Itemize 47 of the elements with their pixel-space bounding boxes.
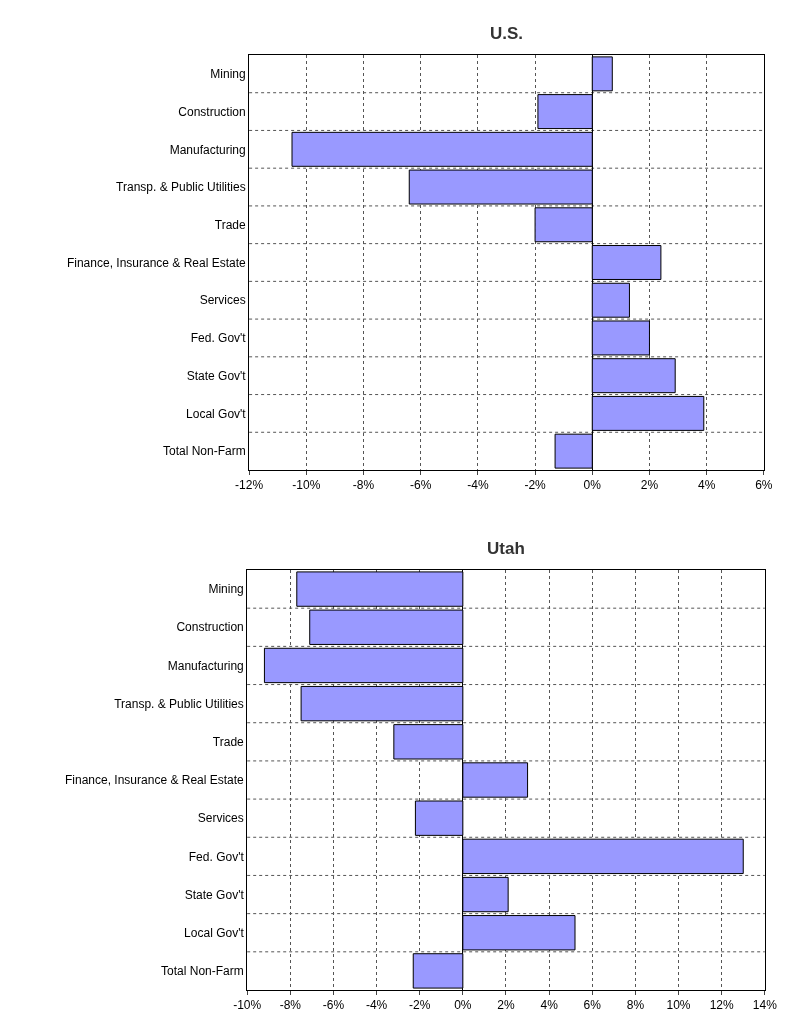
y-tick-label: Construction: [176, 620, 244, 635]
y-tick-label: Trade: [214, 217, 247, 232]
y-tick-label: Manufacturing: [169, 142, 246, 157]
y-tick-label: Finance, Insurance & Real Estate: [66, 255, 247, 270]
x-tick-label: -2%: [524, 478, 547, 493]
x-tick-label: 0%: [454, 998, 472, 1012]
y-tick-label: Local Gov't: [186, 406, 247, 421]
x-tick-label: -10%: [233, 998, 262, 1012]
x-tick-label: 6%: [583, 998, 602, 1012]
x-tick-label: 4%: [540, 998, 559, 1012]
y-tick-label: Services: [197, 811, 244, 826]
y-tick-label: State Gov't: [186, 368, 247, 383]
x-tick-label: -4%: [467, 478, 489, 493]
x-tick-label: 12%: [709, 998, 735, 1012]
chart-title: U.S.: [490, 24, 524, 43]
x-tick-label: 14%: [752, 998, 778, 1012]
y-tick-label: Total Non-Farm: [161, 964, 244, 979]
x-tick-label: -8%: [279, 998, 302, 1012]
y-tick-label: Mining: [210, 67, 246, 82]
x-tick-label: 2%: [497, 998, 515, 1012]
y-tick-label: Transp. & Public Utilities: [114, 696, 244, 711]
x-tick-label: 0%: [583, 478, 602, 493]
x-tick-label: 10%: [666, 998, 691, 1012]
y-tick-label: Local Gov't: [184, 925, 245, 940]
y-tick-label: Services: [199, 293, 246, 308]
y-tick-label: Construction: [178, 104, 246, 119]
x-tick-label: -4%: [365, 998, 388, 1012]
y-tick-label: Mining: [208, 582, 244, 597]
y-tick-label: Trade: [212, 735, 245, 750]
x-tick-label: 2%: [640, 478, 659, 493]
y-tick-label: Total Non-Farm: [163, 444, 246, 459]
x-tick-label: -12%: [235, 478, 264, 493]
y-tick-label: Fed. Gov't: [190, 331, 247, 346]
x-tick-label: 8%: [626, 998, 645, 1012]
x-tick-label: -2%: [409, 998, 431, 1012]
x-tick-label: -6%: [410, 478, 432, 493]
x-tick-label: -8%: [352, 478, 375, 493]
y-tick-label: Finance, Insurance & Real Estate: [65, 773, 245, 788]
x-tick-label: -10%: [292, 478, 321, 493]
x-tick-label: 6%: [755, 478, 773, 493]
y-tick-label: Manufacturing: [167, 658, 244, 673]
y-tick-label: Transp. & Public Utilities: [116, 180, 246, 195]
x-tick-label: -6%: [322, 998, 345, 1012]
chart-title: Utah: [487, 539, 525, 558]
y-tick-label: State Gov't: [184, 887, 245, 902]
x-tick-label: 4%: [697, 478, 716, 493]
y-tick-label: Fed. Gov't: [188, 849, 245, 864]
